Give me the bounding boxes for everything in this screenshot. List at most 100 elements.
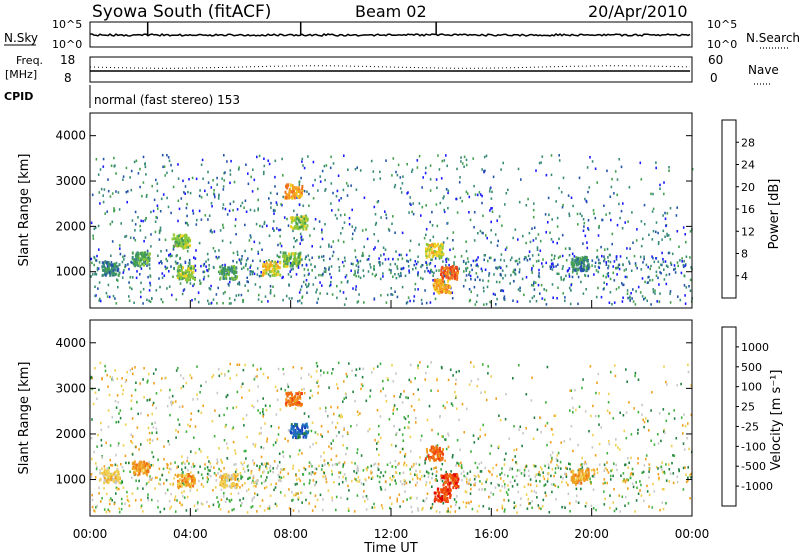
speckle-cell: [92, 237, 95, 240]
speckle-cell: [444, 283, 446, 286]
speckle-cell: [415, 266, 417, 270]
speckle-cell: [257, 298, 260, 301]
speckle-cell: [232, 426, 235, 429]
speckle-cell: [182, 377, 185, 380]
speckle-cell: [255, 480, 257, 483]
cluster-cell: [271, 269, 274, 273]
speckle-cell: [561, 233, 564, 237]
cluster-cell: [442, 280, 445, 284]
speckle-cell: [640, 244, 643, 248]
speckle-cell: [619, 216, 621, 220]
cluster-cell: [579, 258, 582, 262]
speckle-cell: [363, 245, 365, 249]
cluster-cell: [102, 471, 105, 475]
speckle-cell: [414, 282, 417, 286]
speckle-cell: [603, 248, 606, 251]
speckle-cell: [197, 300, 200, 304]
speckle-cell: [388, 418, 391, 421]
speckle-cell: [501, 269, 504, 272]
speckle-cell: [242, 368, 245, 372]
speckle-cell: [332, 368, 334, 371]
cluster-cell: [298, 391, 301, 394]
speckle-cell: [593, 273, 595, 276]
speckle-cell: [354, 272, 356, 275]
speckle-cell: [593, 472, 596, 476]
speckle-cell: [258, 154, 261, 158]
speckle-cell: [152, 455, 155, 459]
speckle-cell: [586, 241, 588, 244]
speckle-cell: [324, 463, 326, 466]
speckle-cell: [361, 251, 364, 255]
beam-label: Beam 02: [355, 2, 427, 21]
speckle-cell: [611, 232, 614, 236]
speckle-cell: [430, 258, 432, 262]
speckle-cell: [118, 412, 120, 415]
speckle-cell: [424, 270, 426, 273]
speckle-cell: [239, 260, 242, 263]
speckle-cell: [306, 285, 308, 289]
speckle-cell: [389, 483, 391, 486]
speckle-cell: [94, 476, 97, 479]
speckle-cell: [507, 188, 509, 192]
speckle-cell: [251, 499, 253, 502]
cluster-cell: [456, 275, 459, 279]
speckle-cell: [153, 198, 156, 202]
speckle-cell: [307, 284, 310, 288]
speckle-cell: [362, 367, 365, 371]
speckle-cell: [598, 261, 600, 265]
speckle-cell: [452, 374, 454, 377]
speckle-cell: [372, 170, 375, 173]
speckle-cell: [205, 265, 207, 268]
speckle-cell: [669, 290, 672, 293]
speckle-cell: [417, 364, 419, 367]
cluster-cell: [191, 275, 194, 279]
speckle-cell: [409, 450, 412, 453]
speckle-cell: [370, 159, 373, 163]
speckle-cell: [331, 209, 333, 212]
speckle-cell: [496, 267, 499, 271]
speckle-cell: [226, 213, 229, 216]
speckle-cell: [259, 285, 261, 289]
speckle-cell: [128, 504, 131, 507]
speckle-cell: [657, 467, 659, 470]
speckle-cell: [465, 269, 468, 272]
cluster-cell: [190, 273, 193, 277]
speckle-cell: [550, 474, 552, 478]
speckle-cell: [398, 493, 401, 496]
speckle-cell: [232, 440, 235, 444]
speckle-cell: [327, 430, 329, 433]
speckle-cell: [545, 494, 547, 497]
speckle-cell: [116, 394, 119, 397]
speckle-cell: [627, 478, 630, 482]
speckle-cell: [663, 181, 665, 184]
speckle-cell: [158, 229, 161, 232]
speckle-cell: [293, 237, 295, 240]
colorbar-tick-label: 12: [741, 225, 755, 238]
speckle-cell: [187, 423, 189, 427]
cluster-cell: [431, 255, 434, 259]
speckle-cell: [279, 471, 282, 474]
speckle-cell: [186, 459, 188, 463]
speckle-cell: [142, 181, 145, 184]
cluster-cell: [444, 268, 446, 272]
speckle-cell: [340, 496, 342, 500]
cluster-cell: [284, 257, 287, 261]
speckle-cell: [556, 463, 558, 467]
speckle-cell: [641, 471, 643, 474]
speckle-cell: [611, 468, 614, 472]
speckle-cell: [122, 469, 125, 473]
cluster-cell: [291, 219, 294, 223]
speckle-cell: [190, 450, 192, 453]
speckle-cell: [282, 298, 284, 302]
speckle-cell: [354, 477, 356, 481]
speckle-cell: [411, 478, 414, 481]
speckle-cell: [96, 504, 98, 508]
speckle-cell: [213, 189, 215, 192]
speckle-cell: [446, 221, 449, 225]
cluster-cell: [297, 186, 300, 190]
cluster-cell: [275, 267, 278, 271]
speckle-cell: [168, 159, 171, 163]
speckle-cell: [340, 281, 343, 284]
speckle-cell: [355, 478, 357, 481]
speckle-cell: [379, 260, 381, 264]
